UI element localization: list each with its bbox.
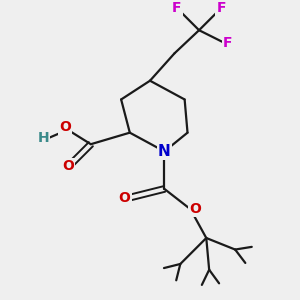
Text: H: H <box>38 131 49 146</box>
Text: O: O <box>59 120 71 134</box>
Text: F: F <box>217 1 226 15</box>
Text: O: O <box>62 159 74 173</box>
Text: O: O <box>189 202 201 216</box>
Text: F: F <box>223 36 233 50</box>
Text: O: O <box>119 190 130 205</box>
Text: F: F <box>172 1 182 15</box>
Text: N: N <box>158 144 171 159</box>
